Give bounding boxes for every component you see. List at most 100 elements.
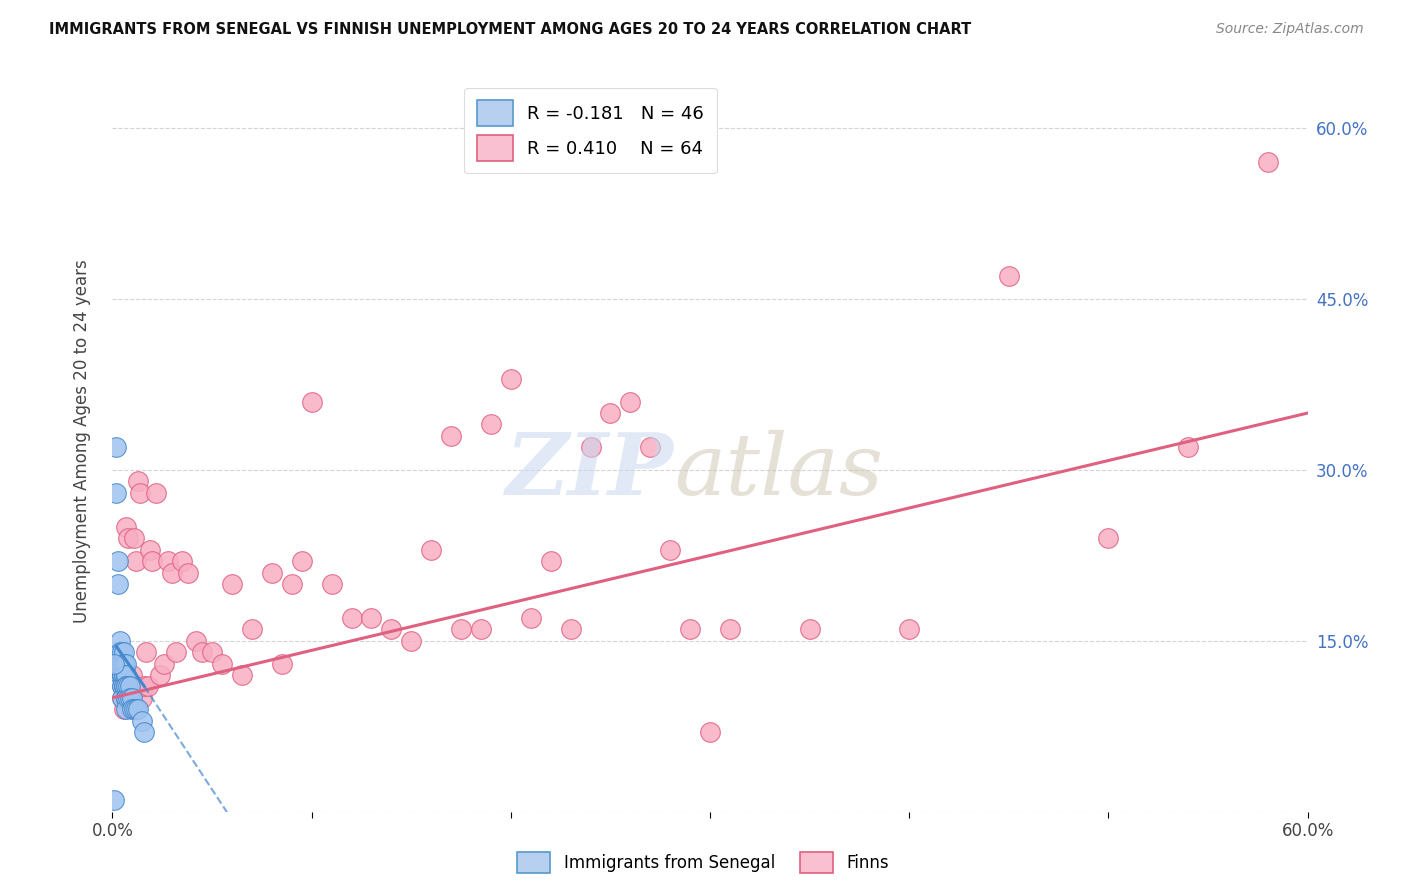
Legend: Immigrants from Senegal, Finns: Immigrants from Senegal, Finns xyxy=(510,846,896,880)
Point xyxy=(141,554,163,568)
Point xyxy=(115,668,138,682)
Point xyxy=(115,690,138,705)
Point xyxy=(117,680,139,694)
Point xyxy=(1257,155,1279,169)
Point xyxy=(260,566,283,580)
Text: ZIP: ZIP xyxy=(506,429,675,513)
Point xyxy=(440,429,463,443)
Point xyxy=(157,554,180,568)
Point xyxy=(115,657,138,671)
Point xyxy=(380,623,402,637)
Point xyxy=(898,623,921,637)
Point xyxy=(135,645,157,659)
Point xyxy=(201,645,224,659)
Point xyxy=(149,668,172,682)
Point xyxy=(231,668,253,682)
Point xyxy=(540,554,562,568)
Point xyxy=(998,269,1021,284)
Point xyxy=(114,680,135,694)
Point xyxy=(115,690,138,705)
Point xyxy=(579,440,602,454)
Point xyxy=(111,690,134,705)
Point xyxy=(191,645,214,659)
Text: atlas: atlas xyxy=(675,430,883,513)
Point xyxy=(121,702,143,716)
Point xyxy=(111,680,134,694)
Point xyxy=(291,554,314,568)
Point xyxy=(114,668,135,682)
Point xyxy=(107,577,129,591)
Text: Source: ZipAtlas.com: Source: ZipAtlas.com xyxy=(1216,22,1364,37)
Point xyxy=(699,725,721,739)
Point xyxy=(1177,440,1199,454)
Point xyxy=(110,645,132,659)
Point xyxy=(172,554,194,568)
Point xyxy=(111,657,134,671)
Point xyxy=(499,372,522,386)
Point xyxy=(221,577,243,591)
Point xyxy=(401,633,423,648)
Y-axis label: Unemployment Among Ages 20 to 24 years: Unemployment Among Ages 20 to 24 years xyxy=(73,260,91,624)
Point xyxy=(115,668,138,682)
Point xyxy=(139,542,162,557)
Point xyxy=(560,623,582,637)
Point xyxy=(321,577,343,591)
Point xyxy=(120,680,142,694)
Point xyxy=(340,611,363,625)
Point xyxy=(165,645,187,659)
Point xyxy=(124,532,146,546)
Point xyxy=(114,657,135,671)
Point xyxy=(111,668,134,682)
Point xyxy=(111,668,134,682)
Point xyxy=(281,577,304,591)
Point xyxy=(619,394,641,409)
Point xyxy=(145,485,167,500)
Point xyxy=(114,680,135,694)
Point xyxy=(127,475,149,489)
Point xyxy=(111,690,134,705)
Point xyxy=(240,623,263,637)
Point xyxy=(1097,532,1119,546)
Point xyxy=(479,417,502,432)
Point xyxy=(420,542,443,557)
Point xyxy=(117,690,139,705)
Point xyxy=(111,680,134,694)
Point xyxy=(105,440,128,454)
Point xyxy=(110,657,132,671)
Point xyxy=(270,657,292,671)
Point xyxy=(115,690,138,705)
Point xyxy=(111,645,134,659)
Point xyxy=(153,657,176,671)
Point xyxy=(115,680,138,694)
Point xyxy=(177,566,200,580)
Point xyxy=(799,623,821,637)
Point xyxy=(640,440,662,454)
Point xyxy=(124,702,146,716)
Point xyxy=(125,702,148,716)
Point xyxy=(114,645,135,659)
Point xyxy=(115,702,138,716)
Point xyxy=(115,520,138,534)
Text: IMMIGRANTS FROM SENEGAL VS FINNISH UNEMPLOYMENT AMONG AGES 20 TO 24 YEARS CORREL: IMMIGRANTS FROM SENEGAL VS FINNISH UNEMP… xyxy=(49,22,972,37)
Point xyxy=(103,657,125,671)
Point xyxy=(114,657,135,671)
Point xyxy=(111,668,134,682)
Point xyxy=(470,623,492,637)
Legend: R = -0.181   N = 46, R = 0.410    N = 64: R = -0.181 N = 46, R = 0.410 N = 64 xyxy=(464,87,717,173)
Point xyxy=(121,690,143,705)
Point xyxy=(679,623,702,637)
Point xyxy=(134,680,156,694)
Point xyxy=(121,668,143,682)
Point xyxy=(127,702,149,716)
Point xyxy=(450,623,472,637)
Point xyxy=(134,725,156,739)
Point xyxy=(103,793,125,807)
Point xyxy=(360,611,382,625)
Point xyxy=(659,542,682,557)
Point xyxy=(131,714,153,728)
Point xyxy=(120,680,142,694)
Point xyxy=(107,554,129,568)
Point xyxy=(114,702,135,716)
Point xyxy=(125,554,148,568)
Point xyxy=(186,633,208,648)
